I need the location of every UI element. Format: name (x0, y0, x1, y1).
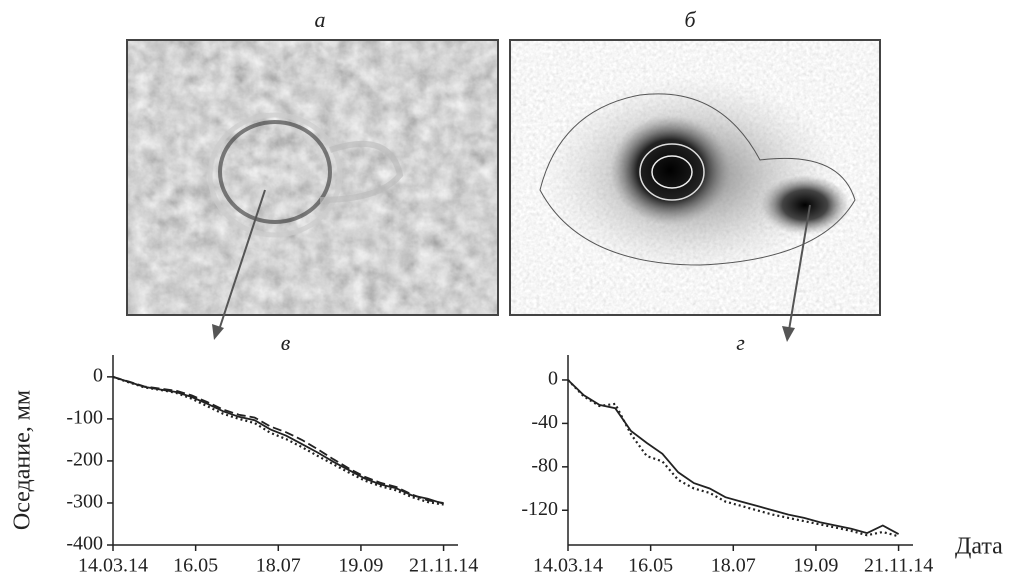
y-tick-label: -400 (66, 533, 103, 555)
data-line (112, 376, 444, 504)
y-tick-label: -300 (66, 491, 103, 513)
data-line (567, 379, 899, 538)
data-line (112, 376, 444, 505)
x-tick-label: 21.11.14 (864, 555, 933, 577)
x-axis-label: Дата (955, 534, 1003, 560)
data-line (567, 379, 900, 535)
image-label: б (684, 7, 696, 32)
y-axis-label: Оседание, мм (10, 390, 36, 530)
image-b (509, 39, 881, 316)
x-tick-label: 18.07 (711, 555, 756, 577)
chart-title: г (736, 330, 745, 355)
image-label: а (315, 7, 326, 32)
y-tick-label: -100 (66, 406, 103, 428)
data-line (112, 375, 444, 506)
x-tick-label: 14.03.14 (78, 555, 148, 577)
x-tick-label: 14.03.14 (533, 555, 603, 577)
y-tick-label: -120 (521, 498, 558, 520)
x-tick-label: 16.05 (173, 555, 218, 577)
y-tick-label: -200 (66, 449, 103, 471)
y-tick-label: -40 (531, 411, 558, 433)
x-tick-label: 19.09 (338, 555, 383, 577)
chart-title: в (281, 330, 291, 355)
y-tick-label: -80 (531, 454, 558, 476)
image-a (126, 39, 499, 316)
y-tick-label: 0 (93, 364, 103, 386)
y-tick-label: 0 (548, 368, 558, 390)
x-tick-label: 21.11.14 (409, 555, 478, 577)
x-tick-label: 18.07 (256, 555, 301, 577)
x-tick-label: 16.05 (628, 555, 673, 577)
x-tick-label: 19.09 (793, 555, 838, 577)
arrow (212, 189, 811, 342)
